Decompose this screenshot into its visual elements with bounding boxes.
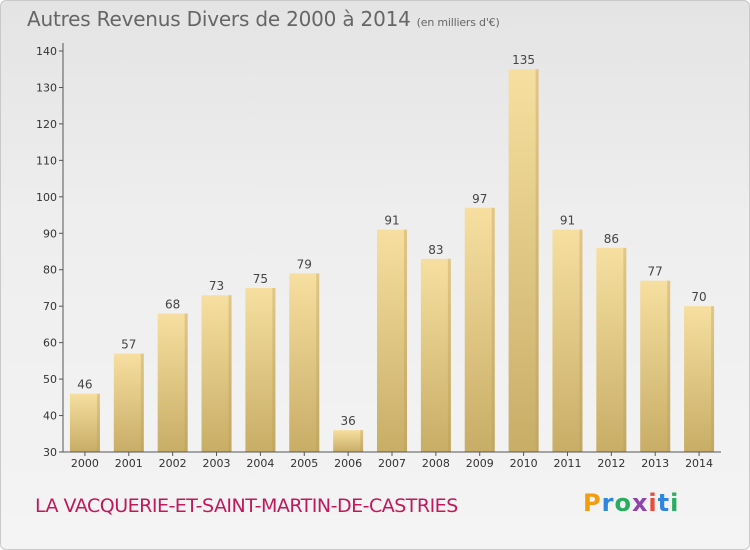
bar-value-label: 91	[560, 214, 575, 228]
x-tick-label: 2005	[290, 457, 318, 470]
bar	[113, 353, 144, 452]
x-tick-label: 2012	[597, 457, 625, 470]
bar-shade	[360, 430, 364, 452]
y-tick-label: 60	[43, 337, 57, 350]
bar-value-label: 97	[472, 192, 487, 206]
bar	[640, 280, 671, 452]
bar	[420, 258, 451, 452]
bar	[333, 430, 364, 452]
bar-value-label: 46	[77, 378, 92, 392]
bar-value-label: 36	[340, 414, 355, 428]
bar-shade	[96, 393, 100, 452]
y-tick-label: 110	[36, 154, 57, 167]
bar-value-label: 135	[512, 53, 535, 67]
y-tick-label: 90	[43, 227, 57, 240]
bar	[508, 69, 539, 453]
bars-group: 46 57 68 73 75 79 36 91 83 97 135 91 86 77 70	[69, 53, 715, 453]
x-tick-label: 2008	[422, 457, 450, 470]
x-tick-label: 2006	[334, 457, 362, 470]
chart-subtitle: (en milliers d'€)	[416, 16, 500, 29]
bar-shade	[579, 229, 583, 452]
bar-value-label: 75	[253, 272, 268, 286]
bar-shade	[272, 287, 276, 452]
y-tick-label: 140	[36, 45, 57, 58]
proxiti-logo: Proxiti	[583, 489, 680, 517]
bar-value-label: 73	[209, 279, 224, 293]
bar	[552, 229, 583, 452]
bar-shade	[140, 353, 144, 452]
x-tick-label: 2004	[246, 457, 274, 470]
title-text: Autres Revenus Divers de 2000 à 2014	[27, 7, 411, 31]
x-tick-label: 2000	[71, 457, 99, 470]
x-tick-label: 2011	[553, 457, 581, 470]
x-tick-label: 2001	[115, 457, 143, 470]
y-tick-label: 100	[36, 191, 57, 204]
y-tick-label: 30	[43, 446, 57, 459]
bar-value-label: 77	[648, 265, 663, 279]
bar-value-label: 91	[384, 214, 399, 228]
bar	[157, 313, 188, 452]
bar	[377, 229, 407, 452]
bar-shade	[667, 280, 671, 452]
bar	[201, 295, 232, 452]
y-tick-label: 50	[43, 373, 57, 386]
bar	[289, 273, 320, 452]
x-tick-label: 2010	[510, 457, 538, 470]
bar-shade	[404, 229, 407, 452]
bar-value-label: 57	[121, 338, 136, 352]
bar-shade	[491, 207, 495, 452]
chart-title: Autres Revenus Divers de 2000 à 2014 (en …	[27, 7, 500, 31]
axes-group: 2000 2001 2002 2003 2004 2005 2006 2007 2008 2009…	[36, 43, 721, 470]
bar-shade	[316, 273, 320, 452]
bar	[69, 393, 100, 452]
x-tick-label: 2007	[378, 457, 406, 470]
bar-shade	[623, 247, 627, 452]
bar	[245, 287, 276, 452]
y-tick-label: 80	[43, 264, 57, 277]
x-tick-label: 2014	[685, 457, 713, 470]
bar-value-label: 70	[691, 290, 706, 304]
bar-shade	[447, 258, 451, 452]
bar-shade	[184, 313, 188, 452]
y-tick-label: 40	[43, 410, 57, 423]
bar	[464, 207, 495, 452]
bar-shade	[711, 306, 715, 452]
y-tick-label: 70	[43, 300, 57, 313]
x-tick-label: 2003	[203, 457, 231, 470]
commune-name: LA VACQUERIE-ET-SAINT-MARTIN-DE-CASTRIES	[35, 495, 458, 517]
bar-shade	[228, 295, 232, 452]
bar-value-label: 79	[297, 257, 312, 271]
bar	[684, 306, 715, 452]
x-tick-label: 2009	[466, 457, 494, 470]
bar-value-label: 83	[428, 243, 443, 257]
x-tick-label: 2013	[641, 457, 669, 470]
y-tick-label: 120	[36, 118, 57, 131]
bar-shade	[535, 69, 539, 453]
bar-value-label: 86	[604, 232, 619, 246]
bar-value-label: 68	[165, 297, 180, 311]
bar	[596, 247, 627, 452]
x-tick-label: 2002	[159, 457, 187, 470]
y-tick-label: 130	[36, 81, 57, 94]
